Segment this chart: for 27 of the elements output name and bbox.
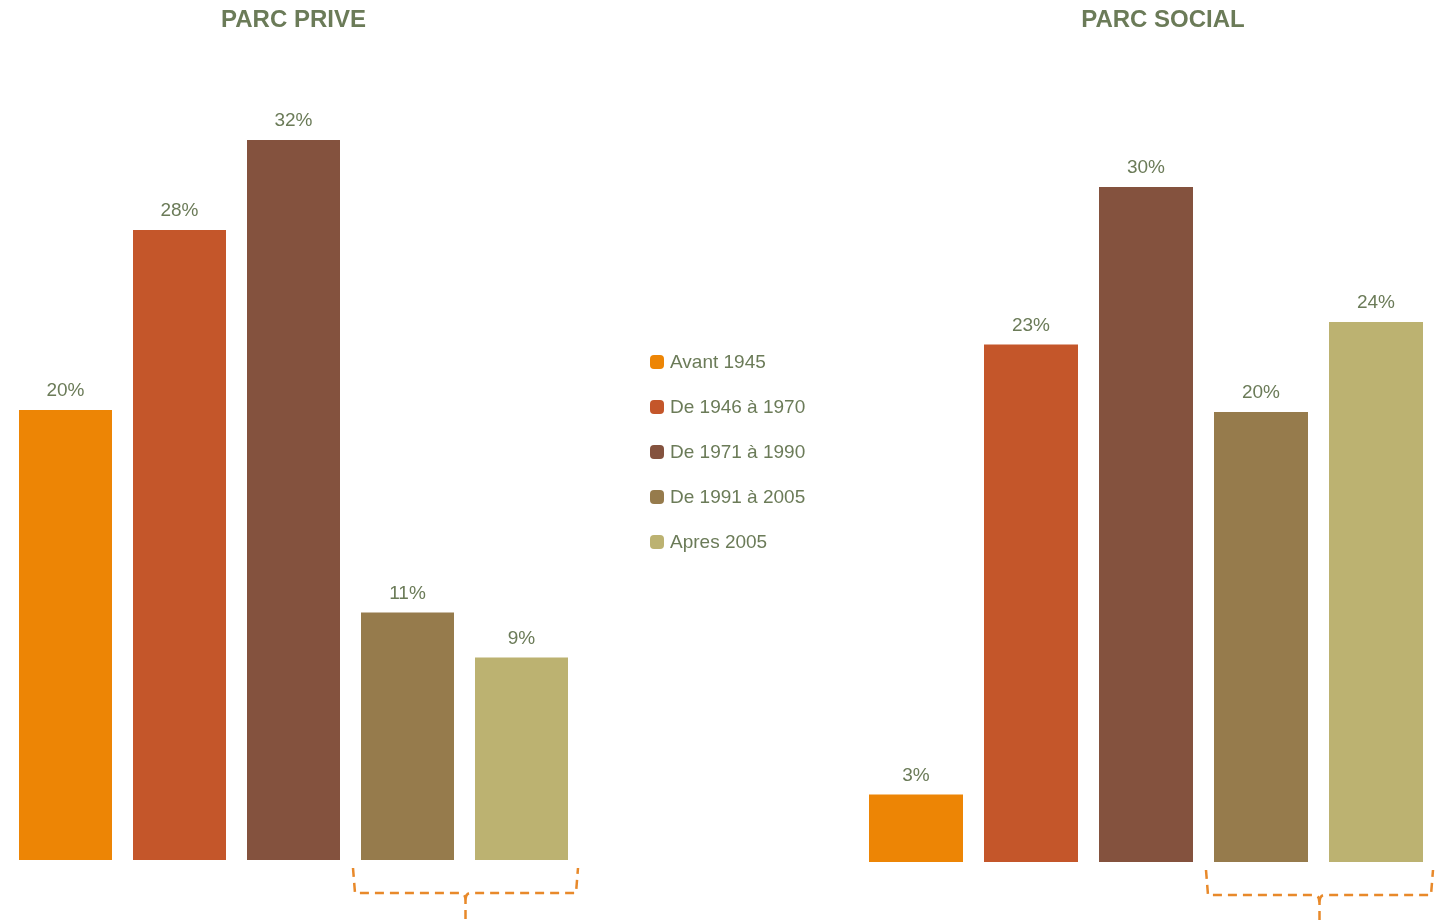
data-label: 11%	[389, 581, 426, 603]
bar	[475, 657, 568, 860]
data-label: 3%	[902, 763, 930, 785]
data-label: 20%	[1241, 381, 1281, 402]
data-label: 30%	[1126, 156, 1166, 177]
chart-title: PARC PRIVE	[220, 4, 367, 34]
data-label: 23%	[1011, 313, 1051, 335]
bar	[247, 140, 340, 860]
bar	[133, 230, 226, 860]
bar	[1214, 412, 1308, 862]
chart-title: PARC SOCIAL	[1080, 4, 1246, 34]
bar	[19, 410, 112, 860]
legend-label: De 1991 à 2005	[670, 486, 806, 508]
legend-label: De 1971 à 1990	[670, 441, 806, 463]
data-label: 9%	[507, 626, 536, 648]
legend-label: Avant 1945	[670, 351, 766, 373]
legend-label: De 1946 à 1970	[670, 396, 806, 418]
data-label: 20%	[46, 379, 85, 400]
data-label: 32%	[274, 109, 313, 130]
bar	[869, 794, 963, 862]
bar	[1329, 322, 1423, 862]
bar	[361, 612, 454, 860]
legend-label: Apres 2005	[670, 531, 768, 553]
data-label: 28%	[160, 199, 199, 220]
bar	[984, 344, 1078, 862]
data-label: 24%	[1356, 291, 1396, 312]
bar	[1099, 187, 1193, 862]
